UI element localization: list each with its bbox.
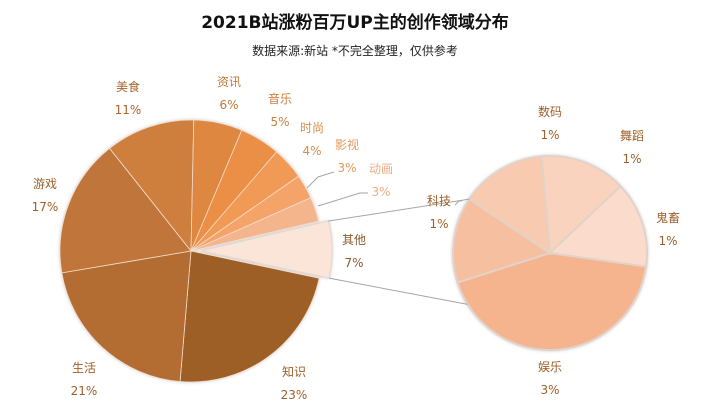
primary-label-pct: 23% [281,388,308,402]
leader-line-donghua [317,192,368,207]
primary-label-pct: 11% [115,103,142,117]
slice-2[interactable] [61,250,192,382]
secondary-pie [452,155,648,351]
primary-label-pct: 7% [344,256,363,270]
secondary-label-pct: 1% [540,128,559,142]
secondary-slice-1[interactable] [452,197,553,284]
primary-label-pct: 5% [270,115,289,129]
chart-subtitle: 数据来源:新站 *不完全整理，仅供参考 [252,44,458,58]
secondary-label-name: 数码 [538,104,562,119]
primary-label-name: 资讯 [217,75,241,89]
secondary-label-name: 鬼畜 [656,210,680,225]
leader-line-yingshi [306,171,335,189]
primary-label-pct: 21% [71,384,98,398]
connector-line-top [328,198,470,222]
primary-label-name: 美食 [116,79,140,94]
leader-line-keji [454,200,462,206]
primary-label-pct: 4% [302,144,321,158]
connector-line-bottom [329,277,468,305]
secondary-slice-0[interactable] [456,251,648,351]
primary-pie [59,119,333,383]
primary-label-name: 游戏 [33,177,57,191]
slice-4[interactable] [109,119,195,253]
primary-label-name: 音乐 [268,91,292,106]
primary-label-name: 其他 [342,233,366,247]
secondary-label-pct: 3% [540,383,559,397]
primary-label-pct: 3% [337,161,356,175]
secondary-label-pct: 1% [429,217,448,231]
primary-label-name: 影视 [335,137,359,152]
secondary-slice-2[interactable] [467,155,552,255]
primary-label-name: 生活 [72,361,96,375]
secondary-label-name: 科技 [427,194,451,208]
slice-1[interactable] [179,250,320,383]
secondary-label-pct: 1% [658,234,677,248]
chart-title: 2021B站涨粉百万UP主的创作领域分布 [201,13,509,33]
slice-9[interactable] [190,197,320,252]
secondary-label-name: 娱乐 [538,360,562,374]
secondary-label-name: 舞蹈 [620,129,644,143]
slice-3[interactable] [59,147,192,274]
secondary-slice-3[interactable] [540,155,622,256]
primary-label-pct: 6% [219,98,238,112]
primary-label-name: 知识 [282,365,306,379]
primary-label-name: 动画 [369,162,393,176]
primary-label-pct: 3% [371,185,390,199]
primary-label-pct: 17% [32,200,59,214]
secondary-slice-4[interactable] [547,184,648,268]
primary-label-name: 时尚 [300,121,324,135]
secondary-label-pct: 1% [622,152,641,166]
